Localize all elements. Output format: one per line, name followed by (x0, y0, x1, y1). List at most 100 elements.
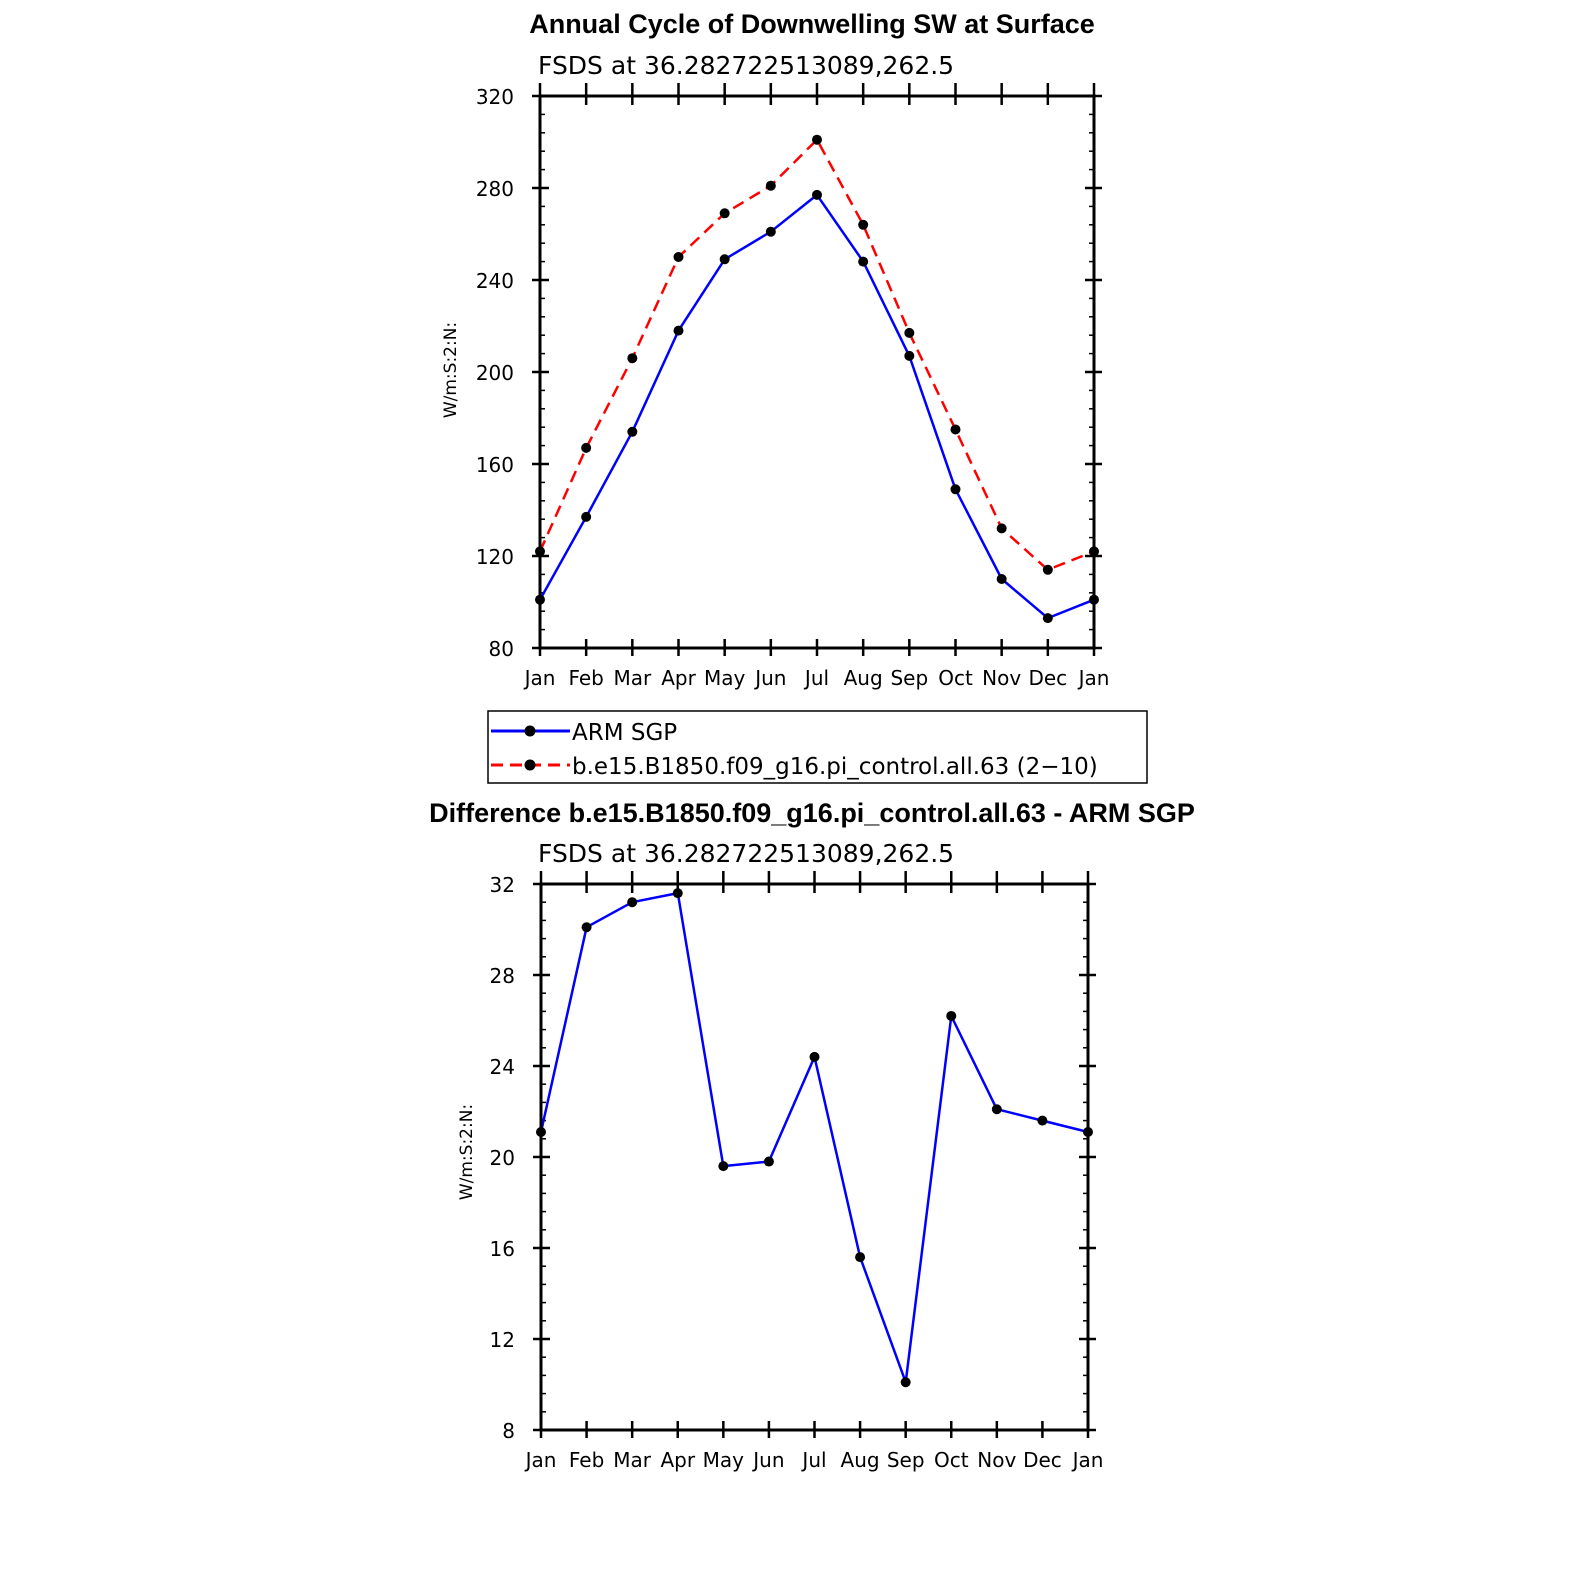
x-tick-label-jan: Jan (1077, 666, 1110, 690)
point-difference-5 (763, 1156, 774, 1167)
point-b-e15-b1850-f09-g16-pi-control-all-63-2-10-2 (627, 353, 638, 364)
x-tick-label-jun: Jun (753, 666, 786, 690)
legend-marker-arm-sgp (524, 725, 536, 737)
x-tick-label-jan: Jan (524, 1448, 557, 1472)
x-tick-label-jul: Jul (800, 1448, 826, 1472)
x-tick-label-sep: Sep (890, 666, 928, 690)
point-arm-sgp-6 (812, 189, 822, 200)
point-b-e15-b1850-f09-g16-pi-control-all-63-2-10-3 (673, 252, 684, 262)
point-arm-sgp-8 (904, 350, 915, 361)
plot-frame (538, 94, 1096, 650)
chart-subtitle: FSDS at 36.282722513089,262.5 (538, 51, 954, 80)
x-tick-label-dec: Dec (1028, 666, 1067, 690)
x-tick-label-may: May (704, 666, 746, 690)
x-tick-label-sep: Sep (887, 1448, 925, 1472)
y-tick-label-28: 28 (490, 964, 515, 988)
point-difference-8 (900, 1377, 911, 1388)
y-tick-label-20: 20 (490, 1146, 515, 1170)
y-tick-label-32: 32 (490, 873, 515, 897)
tick-marks (532, 83, 1102, 656)
legend-label-arm-sgp: ARM SGP (572, 720, 677, 746)
x-tick-labels: Jan Feb Mar Apr May Jun Jul Aug Sep Oct Nov Dec Jan (523, 666, 1110, 690)
x-tick-label-oct: Oct (934, 1448, 969, 1472)
point-difference-2 (627, 897, 638, 908)
point-b-e15-b1850-f09-g16-pi-control-all-63-2-10-8 (904, 327, 915, 338)
legend-item-arm-sgp: ARM SGP (491, 720, 677, 746)
series-layer (536, 888, 1093, 1388)
series-line-b-e15-b1850-f09-g16-pi-control-all-63-2-10 (538, 138, 1095, 572)
x-tick-label-aug: Aug (841, 1448, 880, 1472)
x-tick-label-apr: Apr (660, 1448, 695, 1472)
series-layer (535, 134, 1099, 624)
point-difference-11 (1037, 1115, 1048, 1126)
legend-box (487, 710, 1148, 784)
point-arm-sgp-11 (1042, 613, 1053, 624)
point-difference-7 (855, 1252, 866, 1263)
point-arm-sgp-10 (996, 574, 1007, 584)
annual-cycle-chart: Annual Cycle of Downwelling SW at Surfac… (441, 9, 1109, 690)
x-tick-label-feb: Feb (569, 1448, 604, 1472)
y-tick-label-120: 120 (476, 545, 514, 569)
tick-marks (533, 871, 1096, 1438)
point-b-e15-b1850-f09-g16-pi-control-all-63-2-10-6 (812, 134, 822, 145)
point-arm-sgp-5 (765, 226, 776, 237)
x-tick-label-feb: Feb (568, 666, 603, 690)
point-difference-10 (991, 1104, 1002, 1115)
y-tick-label-8: 8 (502, 1419, 515, 1443)
chart-title: Difference b.e15.B1850.f09_g16.pi_contro… (429, 798, 1195, 828)
y-tick-labels: 8 12 16 20 24 28 32 (490, 873, 515, 1443)
x-tick-label-dec: Dec (1023, 1448, 1062, 1472)
point-difference-1 (581, 922, 592, 933)
plot-frame (539, 882, 1090, 1432)
y-tick-label-16: 16 (490, 1237, 515, 1261)
y-tick-labels: 80 120 160 200 240 280 320 (476, 85, 514, 661)
point-b-e15-b1850-f09-g16-pi-control-all-63-2-10-11 (1042, 564, 1053, 575)
x-tick-label-nov: Nov (982, 666, 1021, 690)
x-tick-label-nov: Nov (977, 1448, 1016, 1472)
legend-item-model: b.e15.B1850.f09_g16.pi_control.all.63 (2… (491, 754, 1098, 780)
point-b-e15-b1850-f09-g16-pi-control-all-63-2-10-10 (996, 523, 1007, 534)
point-b-e15-b1850-f09-g16-pi-control-all-63-2-10-7 (858, 219, 869, 230)
point-arm-sgp-3 (673, 325, 684, 336)
point-arm-sgp-4 (719, 254, 730, 265)
x-tick-label-mar: Mar (613, 666, 652, 690)
difference-chart: Difference b.e15.B1850.f09_g16.pi_contro… (429, 798, 1195, 1472)
y-tick-label-200: 200 (476, 361, 514, 385)
point-b-e15-b1850-f09-g16-pi-control-all-63-2-10-1 (581, 442, 592, 453)
y-tick-label-320: 320 (476, 85, 514, 109)
legend-marker-model (524, 759, 536, 771)
legend: ARM SGP b.e15.B1850.f09_g16.pi_control.a… (487, 710, 1148, 784)
point-arm-sgp-1 (581, 511, 592, 522)
point-difference-9 (946, 1010, 957, 1021)
y-tick-label-280: 280 (476, 177, 514, 201)
y-tick-label-240: 240 (476, 269, 514, 293)
point-difference-4 (718, 1161, 729, 1172)
point-b-e15-b1850-f09-g16-pi-control-all-63-2-10-4 (719, 208, 730, 219)
point-difference-3 (672, 888, 683, 899)
x-tick-label-aug: Aug (844, 666, 883, 690)
x-tick-labels: Jan Feb Mar Apr May Jun Jul Aug Sep Oct Nov Dec Jan (524, 1448, 1104, 1472)
x-tick-label-may: May (703, 1448, 745, 1472)
point-b-e15-b1850-f09-g16-pi-control-all-63-2-10-9 (950, 424, 961, 435)
y-tick-label-24: 24 (490, 1055, 515, 1079)
x-tick-label-jan: Jan (523, 666, 556, 690)
y-axis-label: W/m:S:2:N: (441, 322, 461, 418)
x-tick-label-apr: Apr (661, 666, 696, 690)
series-line-difference (539, 891, 1089, 1384)
point-arm-sgp-9 (950, 484, 961, 495)
y-tick-label-80: 80 (489, 637, 514, 661)
y-axis-label: W/m:S:2:N: (457, 1104, 477, 1200)
point-arm-sgp-2 (627, 426, 638, 437)
x-tick-label-jan: Jan (1071, 1448, 1104, 1472)
x-tick-label-jul: Jul (803, 666, 829, 690)
x-tick-label-mar: Mar (613, 1448, 652, 1472)
y-tick-label-160: 160 (476, 453, 514, 477)
y-tick-label-12: 12 (490, 1328, 515, 1352)
point-arm-sgp-7 (858, 256, 869, 267)
chart-title: Annual Cycle of Downwelling SW at Surfac… (529, 9, 1095, 39)
series-line-arm-sgp (538, 193, 1095, 620)
point-b-e15-b1850-f09-g16-pi-control-all-63-2-10-5 (765, 180, 776, 191)
chart-subtitle: FSDS at 36.282722513089,262.5 (538, 839, 954, 868)
legend-label-model: b.e15.B1850.f09_g16.pi_control.all.63 (2… (572, 754, 1098, 780)
